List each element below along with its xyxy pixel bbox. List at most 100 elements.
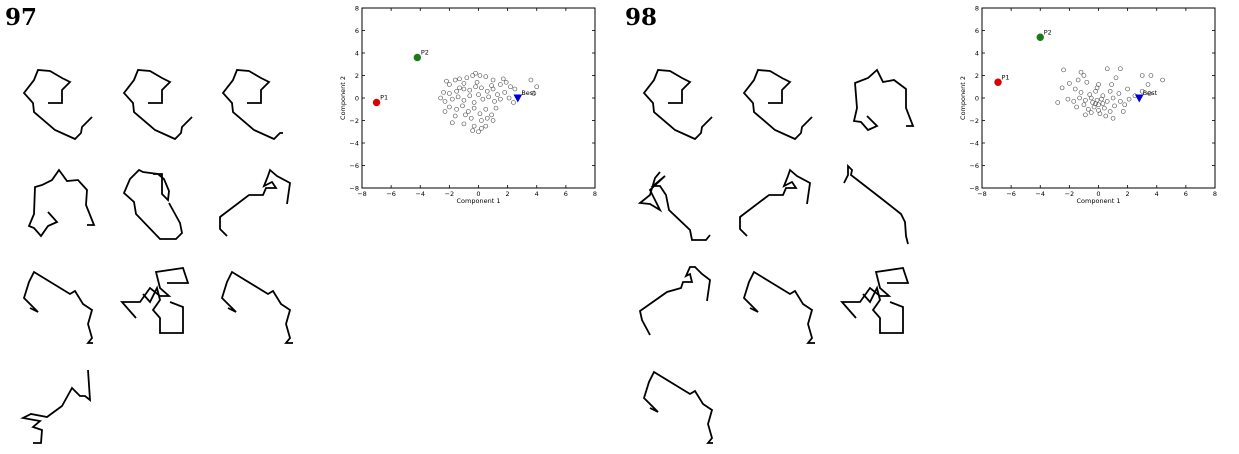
y-tick-label: 4 — [355, 49, 359, 57]
x-tick-label: −8 — [357, 190, 367, 198]
shape-97-11 — [20, 369, 92, 444]
data-point — [508, 84, 513, 90]
data-point — [457, 85, 462, 91]
scatter-plot-98: −8 −6 −4 −2 0 2 4 6 8 −8 −6 −4 −2 0 2 4 6 8 Component 1 Com… — [959, 4, 1217, 205]
y-tick-label: −6 — [349, 162, 359, 170]
data-point — [1072, 86, 1078, 92]
generation-label-98: 98 — [625, 4, 658, 31]
shape-98-4 — [637, 171, 711, 241]
data-point — [512, 86, 518, 92]
data-point — [498, 96, 503, 102]
x-tick-label: 0 — [476, 190, 480, 198]
data-point — [1081, 102, 1087, 108]
data-point — [463, 112, 468, 118]
data-point — [1122, 102, 1128, 108]
data-point — [486, 94, 491, 100]
data-point — [1093, 101, 1098, 106]
data-point — [470, 128, 475, 133]
data-point — [466, 109, 471, 114]
data-point — [1075, 77, 1081, 83]
highlight-p2-marker — [1036, 33, 1044, 41]
data-point — [467, 93, 473, 99]
data-point — [1112, 103, 1117, 109]
data-point — [1083, 112, 1088, 118]
data-point — [455, 94, 461, 100]
shape-97-2 — [122, 69, 193, 141]
data-point — [1145, 82, 1151, 87]
y-tick-label: −8 — [969, 184, 979, 192]
y-tick-label: −2 — [969, 117, 979, 125]
data-point — [460, 103, 465, 109]
data-point — [438, 95, 443, 101]
data-point — [1065, 96, 1071, 102]
x-tick-label: −6 — [386, 190, 396, 198]
x-axis-label: Component 1 — [1077, 197, 1121, 205]
shape-grid-98 — [637, 68, 915, 444]
data-point — [461, 97, 467, 103]
x-tick-label: −2 — [1065, 190, 1075, 198]
plot-frame — [361, 7, 596, 189]
x-tick-label: 6 — [564, 190, 568, 198]
data-point — [1104, 66, 1110, 72]
data-point — [1083, 97, 1088, 103]
highlight-best-label: Best — [1143, 89, 1158, 97]
y-tick-label: −2 — [349, 117, 359, 125]
data-point — [1059, 85, 1065, 91]
x-tick-label: 6 — [1184, 190, 1188, 198]
data-point — [449, 120, 455, 126]
generation-label-97: 97 — [5, 4, 38, 31]
data-point — [1113, 75, 1119, 81]
data-point — [483, 106, 489, 112]
highlight-best-label: Best — [521, 89, 536, 97]
data-point — [442, 109, 448, 114]
shape-97-4 — [27, 168, 96, 238]
x-axis-label: Component 1 — [457, 197, 501, 205]
data-point — [1160, 77, 1165, 83]
data-point — [1118, 99, 1123, 104]
y-tick-label: 0 — [975, 94, 979, 102]
x-tick-label: 8 — [593, 190, 597, 198]
y-tick-label: 8 — [975, 4, 979, 12]
data-point — [477, 73, 483, 78]
data-point — [479, 126, 484, 131]
data-point — [449, 96, 455, 102]
highlight-p1-marker — [372, 98, 381, 107]
data-point — [477, 111, 483, 117]
data-point — [441, 90, 446, 95]
data-point — [447, 91, 452, 96]
data-point — [480, 96, 486, 102]
data-point — [1078, 69, 1084, 75]
data-point — [483, 74, 489, 79]
data-point — [528, 77, 534, 83]
data-point — [1067, 81, 1072, 86]
data-point — [511, 100, 516, 105]
shape-97-6 — [219, 168, 291, 237]
data-point — [1110, 115, 1116, 121]
data-point — [1116, 91, 1122, 96]
data-point — [1139, 73, 1145, 78]
data-point — [495, 92, 500, 97]
data-point — [452, 113, 458, 119]
data-point — [502, 90, 508, 95]
data-point — [1126, 96, 1132, 102]
data-point — [467, 87, 473, 93]
data-point — [483, 123, 489, 129]
data-point — [468, 115, 474, 121]
data-point — [1074, 104, 1079, 110]
data-point — [461, 86, 467, 92]
data-point — [476, 92, 481, 97]
x-tick-label: −6 — [1006, 190, 1016, 198]
shape-97-1 — [22, 69, 93, 141]
data-point — [1094, 85, 1100, 91]
data-point — [474, 79, 480, 85]
x-tick-label: −4 — [1035, 190, 1045, 198]
data-point — [476, 129, 481, 135]
shape-97-10 — [220, 270, 293, 344]
scatter-plot-97: −8 −6 −4 −2 0 2 4 6 8 −8 −6 −4 −2 0 2 4 6 8 Component 1 Com… — [339, 4, 597, 205]
data-point — [457, 76, 462, 82]
data-point — [534, 84, 540, 90]
shape-98-7 — [638, 266, 711, 336]
data-point — [1086, 106, 1091, 112]
x-tick-label: −2 — [445, 190, 455, 198]
y-tick-label: −8 — [349, 184, 359, 192]
